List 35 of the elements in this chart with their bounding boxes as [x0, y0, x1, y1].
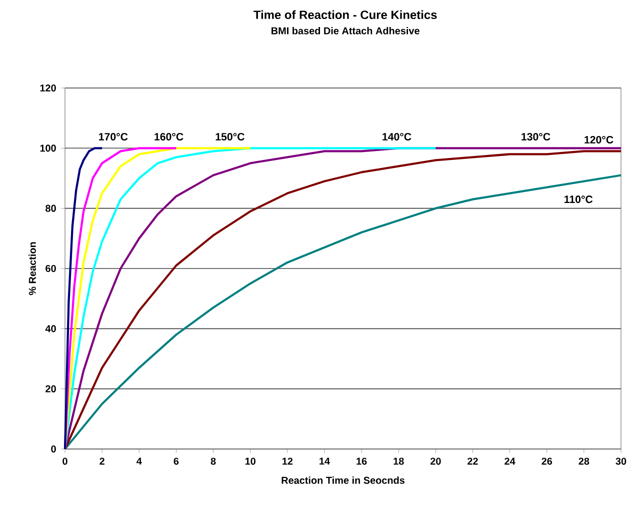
x-tick-label: 22: [468, 458, 478, 465]
x-tick-label: 16: [356, 458, 367, 465]
x-tick-label: 10: [245, 458, 256, 465]
x-axis-title: Reaction Time in Seocnds: [282, 476, 404, 484]
series-label: 110°C: [564, 196, 593, 204]
x-tick-label: 24: [504, 458, 516, 465]
series-label: 120°C: [584, 136, 614, 144]
y-tick-label: 40: [45, 325, 56, 332]
x-tick-label: 6: [174, 458, 179, 465]
y-axis-title: % Reaction: [28, 242, 36, 296]
y-tick-label: 0: [51, 445, 56, 453]
series-label: 140°C: [382, 132, 412, 140]
y-tick-label: 120: [40, 84, 56, 92]
y-tick-label: 80: [46, 204, 56, 212]
x-tick-label: 26: [542, 458, 552, 465]
x-tick-label: 30: [616, 458, 626, 465]
y-tick-label: 20: [46, 385, 56, 392]
series-label: 130°C: [522, 132, 550, 141]
x-tick-label: 20: [430, 458, 441, 465]
y-tick-label: 60: [46, 264, 56, 272]
x-tick-label: 18: [394, 458, 404, 465]
chart-title: Time of Reaction - Cure Kinetics: [254, 10, 437, 20]
series-label: 150°C: [216, 132, 244, 140]
x-tick-label: 14: [320, 458, 330, 465]
series-label: 160°C: [154, 132, 184, 140]
x-tick-label: 8: [210, 458, 216, 465]
x-tick-label: 2: [100, 458, 104, 465]
x-tick-label: 28: [578, 458, 590, 465]
x-tick-label: 12: [282, 458, 293, 465]
line-series: [64, 147, 104, 450]
y-tick-label: 100: [40, 144, 56, 152]
series-label: 170°C: [99, 132, 128, 140]
chart-subtitle: BMI based Die Attach Adhesive: [272, 27, 420, 34]
x-tick-label: 0: [62, 458, 68, 465]
x-tick-label: 4: [136, 458, 142, 465]
